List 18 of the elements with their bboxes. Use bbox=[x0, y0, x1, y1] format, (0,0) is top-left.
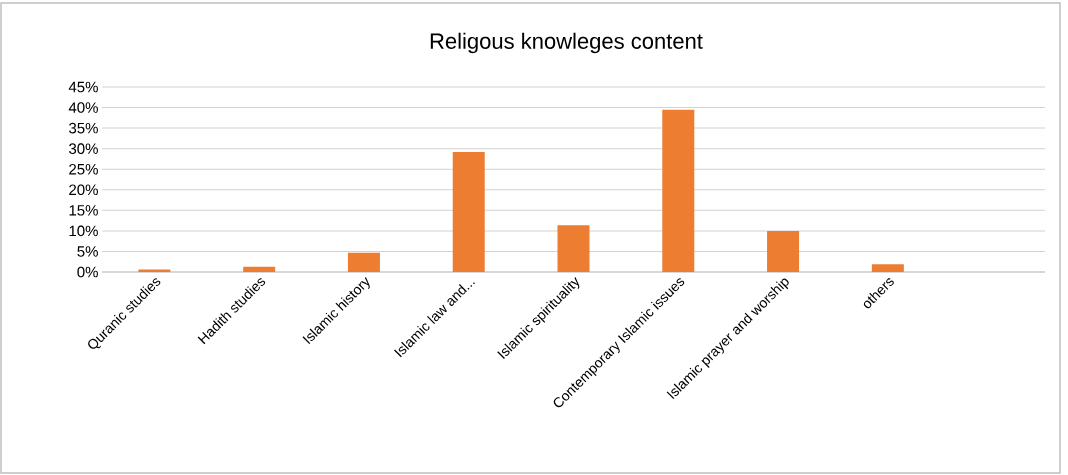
y-tick-label: 45% bbox=[68, 81, 98, 93]
y-tick-label: 15% bbox=[69, 205, 98, 216]
bar bbox=[767, 230, 800, 272]
y-tick-label: 40% bbox=[68, 102, 98, 113]
bar bbox=[662, 109, 695, 272]
bar bbox=[871, 264, 904, 272]
y-tick-label: 5% bbox=[77, 246, 98, 257]
chart-title: Religous knowleges content bbox=[430, 32, 703, 54]
bar bbox=[557, 225, 590, 272]
bar bbox=[452, 151, 485, 272]
y-tick-label: 35% bbox=[69, 122, 98, 134]
y-tick-label: 25% bbox=[69, 163, 98, 175]
y-tick-label: 30% bbox=[69, 143, 98, 154]
bar bbox=[243, 266, 276, 272]
y-tick-label: 20% bbox=[69, 184, 98, 196]
y-tick-label: 10% bbox=[69, 225, 98, 237]
bar bbox=[347, 252, 380, 272]
y-tick-label: 0% bbox=[77, 266, 98, 278]
